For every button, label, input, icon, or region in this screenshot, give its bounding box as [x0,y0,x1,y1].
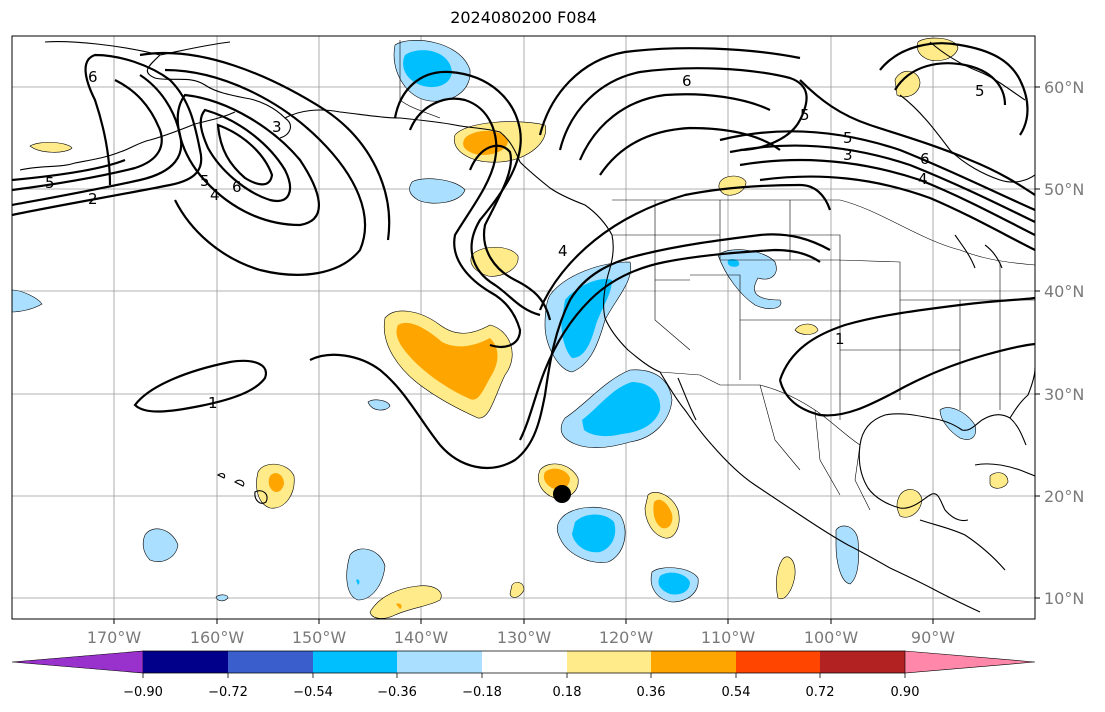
colorbar-segment [313,651,397,673]
contour-label: 6 [920,150,930,168]
contour-label: 5 [200,172,210,190]
longitude-labels: 170°W 160°W 150°W 140°W 130°W 120°W 110°… [87,619,955,647]
lat-label: 10°N [1044,589,1084,608]
anomaly-blob-negative [409,178,466,204]
colorbar-tick-label: −0.18 [462,685,502,700]
anomaly-blob-positive [470,246,519,277]
contour-labels: 6 5 3 5 6 4 2 1 4 6 5 3 6 4 5 5 1 [45,68,985,412]
colorbar-tick-label: 0.72 [806,685,835,700]
anomaly-blob-negative [142,528,179,562]
contour-label: 5 [975,82,985,100]
contour-label: 5 [45,174,55,192]
colorbar-segment [567,651,651,673]
colorbar-tick-label: 0.54 [722,685,751,700]
contour-label: 4 [210,186,220,204]
lon-label: 170°W [87,628,142,647]
lon-label: 130°W [497,628,552,647]
colorbar-tick-label: 0.18 [553,685,582,700]
lat-label: 20°N [1044,487,1084,506]
lon-label: 110°W [701,628,756,647]
colorbar-segment [397,651,482,673]
colorbar-tick-label: −0.90 [123,685,163,700]
contour-label: 6 [88,68,98,86]
lon-label: 120°W [599,628,654,647]
lon-label: 140°W [394,628,449,647]
colorbar-segment [651,651,736,673]
contour-label: 3 [272,118,282,136]
contour-label: 2 [88,190,98,208]
anomaly-blob-positive [718,175,747,196]
contour-label: 4 [918,170,928,188]
coastlines [19,41,1035,613]
colorbar-segment [228,651,313,673]
colorbar-segment [820,651,905,673]
colorbar-segment [736,651,820,673]
lat-label: 40°N [1044,282,1084,301]
contour-label: 4 [558,242,568,260]
lat-label: 60°N [1044,78,1084,97]
colorbar-tick-label: 0.90 [891,685,920,700]
lon-label: 90°W [911,628,955,647]
lon-label: 150°W [292,628,347,647]
gridlines [12,36,1035,619]
lon-label: 160°W [190,628,245,647]
colorbar-extend-low [11,650,144,674]
map-title: 2024080200 F084 [450,8,597,27]
colorbar-tick-label: 0.36 [637,685,666,700]
contour-label: 6 [232,178,242,196]
colorbar-tick-label: −0.36 [377,685,417,700]
lat-label: 30°N [1044,385,1084,404]
contour-label: 3 [843,146,853,164]
contour-label: 6 [682,72,692,90]
anomaly-blob-negative [346,548,386,601]
colorbar-extend-high [904,650,1036,674]
colorbar-segment [482,651,567,673]
latitude-labels: 60°N 50°N 40°N 30°N 20°N 10°N [1035,78,1084,608]
lon-label: 100°W [804,628,859,647]
contour-label: 1 [208,394,218,412]
colorbar: −0.90 −0.72 −0.54 −0.36 −0.18 0.18 0.36 … [11,650,1036,700]
contour-lines [12,42,1035,469]
contour-label: 5 [843,129,853,147]
political-borders [399,40,1035,511]
anomaly-blob-positive [369,585,442,619]
colorbar-tick-label: −0.72 [208,685,248,700]
contour-label: 5 [800,106,810,124]
contour-label: 1 [835,330,845,348]
colorbar-segment [143,651,228,673]
location-marker-dot [553,485,571,503]
lat-label: 50°N [1044,180,1084,199]
colorbar-tick-label: −0.54 [293,685,333,700]
